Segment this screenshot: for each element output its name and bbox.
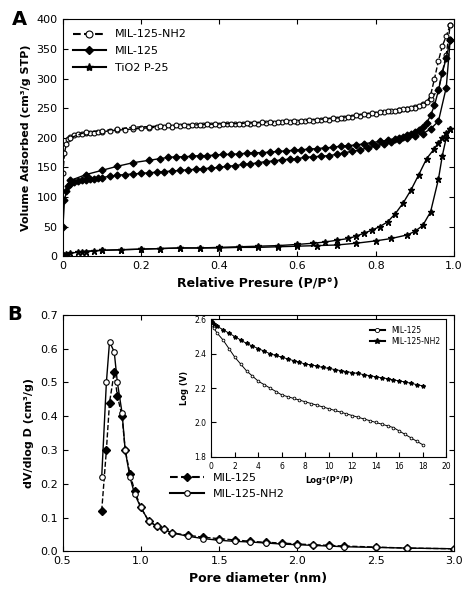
MIL-125: [451, 545, 457, 552]
MIL-125: [404, 545, 410, 552]
MIL-125-NH2: [111, 348, 117, 355]
MIL-125-NH2: [201, 535, 206, 542]
MIL-125-NH2: [185, 533, 191, 540]
MIL-125: [295, 541, 301, 548]
MIL-125: [111, 368, 117, 375]
MIL-125-NH2: [99, 473, 105, 480]
Legend: MIL-125, MIL-125-NH2: MIL-125, MIL-125-NH2: [166, 469, 289, 503]
MIL-125: [127, 470, 133, 477]
MIL-125-NH2: [263, 539, 269, 547]
MIL-125-NH2: [138, 504, 144, 511]
MIL-125: [216, 535, 222, 542]
MIL-125: [103, 446, 109, 454]
MIL-125: [119, 412, 125, 420]
MIL-125-NH2: [146, 517, 152, 524]
Y-axis label: dV/dlog D (cm³/g): dV/dlog D (cm³/g): [24, 378, 35, 488]
MIL-125: [138, 504, 144, 511]
MIL-125-NH2: [132, 491, 137, 498]
MIL-125: [185, 532, 191, 539]
X-axis label: Pore diameter (nm): Pore diameter (nm): [189, 572, 328, 585]
MIL-125: [232, 536, 237, 544]
MIL-125-NH2: [373, 544, 379, 551]
MIL-125-NH2: [232, 538, 237, 545]
MIL-125: [99, 507, 105, 514]
MIL-125-NH2: [119, 409, 125, 417]
MIL-125-NH2: [295, 541, 301, 548]
MIL-125: [201, 533, 206, 541]
MIL-125-NH2: [326, 542, 332, 550]
MIL-125-NH2: [122, 446, 128, 454]
MIL-125: [326, 542, 332, 549]
MIL-125: [115, 392, 120, 399]
MIL-125: [310, 541, 316, 548]
MIL-125-NH2: [310, 542, 316, 549]
MIL-125-NH2: [279, 541, 285, 548]
MIL-125-NH2: [169, 529, 175, 536]
MIL-125: [154, 523, 159, 530]
MIL-125-NH2: [162, 526, 167, 533]
MIL-125-NH2: [451, 545, 457, 552]
MIL-125: [247, 538, 253, 545]
MIL-125: [342, 542, 347, 550]
MIL-125: [162, 526, 167, 533]
MIL-125-NH2: [247, 538, 253, 545]
MIL-125-NH2: [127, 473, 133, 480]
MIL-125: [107, 399, 112, 406]
MIL-125-NH2: [216, 537, 222, 544]
Text: A: A: [12, 10, 27, 29]
MIL-125-NH2: [103, 378, 109, 386]
MIL-125: [263, 539, 269, 546]
Legend: MIL-125-NH2, MIL-125, TiO2 P-25: MIL-125-NH2, MIL-125, TiO2 P-25: [68, 25, 191, 77]
Text: B: B: [8, 305, 22, 324]
MIL-125: [146, 517, 152, 524]
MIL-125: [122, 446, 128, 454]
MIL-125-NH2: [342, 543, 347, 550]
MIL-125: [373, 544, 379, 551]
Y-axis label: Volume Adsorbed (cm³/g STP): Volume Adsorbed (cm³/g STP): [21, 45, 31, 231]
X-axis label: Relative Presure (P/P°): Relative Presure (P/P°): [177, 277, 339, 290]
MIL-125: [279, 539, 285, 547]
MIL-125-NH2: [154, 523, 159, 530]
MIL-125-NH2: [107, 338, 112, 345]
Line: MIL-125-NH2: MIL-125-NH2: [99, 339, 457, 551]
MIL-125-NH2: [115, 378, 120, 386]
Line: MIL-125: MIL-125: [99, 370, 457, 551]
MIL-125-NH2: [404, 545, 410, 552]
MIL-125: [169, 529, 175, 536]
MIL-125: [132, 487, 137, 494]
